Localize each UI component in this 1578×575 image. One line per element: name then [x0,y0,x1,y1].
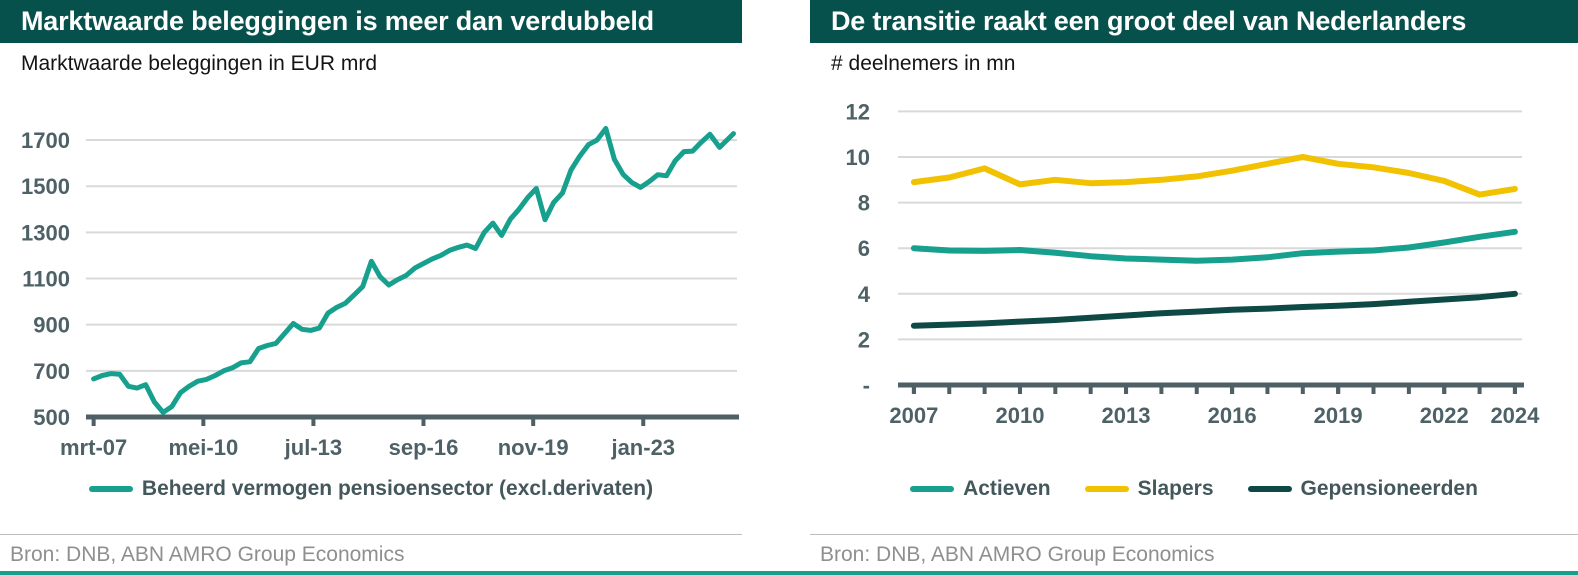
series-line [910,154,1518,198]
legend-swatch [88,486,133,492]
legend-swatch [1084,486,1129,492]
legend-label: Gepensioneerden [1300,477,1478,500]
x-tick-label: 2022 [1420,403,1469,428]
chart-unit-subtitle-right: # deelnemers in mn [831,52,1016,75]
y-tick-label: 2 [858,327,870,352]
footer-divider-right: Bron: DNB, ABN AMRO Group Economics [810,534,1578,575]
y-tick-label: 1300 [21,220,70,245]
chart-legend-right: Actieven Slapers Gepensioneerden [810,474,1578,504]
legend-item: Beheerd vermogen pensioensector (excl.de… [88,477,654,501]
chart-title-left: Marktwaarde beleggingen is meer dan verd… [0,0,742,43]
y-tick-label: 8 [858,191,870,216]
y-tick-label: 10 [846,145,870,170]
legend-item: Slapers [1084,477,1214,501]
line-chart-market-value: 500 700 900 1100 1300 1500 1700 mrt-07 mei-10 jul… [21,126,739,460]
legend-label: Actieven [963,477,1051,500]
x-tick-label: 2010 [995,403,1044,428]
x-tick-label: jan-23 [610,435,675,460]
y-tick-label: - [863,373,870,398]
footer-divider-left: Bron: DNB, ABN AMRO Group Economics [0,534,742,575]
line-chart-participants: - 2 4 6 8 10 12 2007 2010 2013 2016 2019 2022 2024 [846,99,1541,428]
x-tick-label: mrt-07 [60,435,127,460]
y-tick-label: 4 [858,282,871,307]
legend-swatch [1247,486,1292,492]
legend-label: Slapers [1137,477,1214,500]
series-line [910,228,1518,264]
x-tick-label: nov-19 [498,435,569,460]
y-tick-label: 1700 [21,128,70,153]
x-tick-label: jul-13 [284,435,342,460]
x-tick-label: 2024 [1490,403,1540,428]
series-line [91,126,736,415]
y-tick-label: 12 [846,99,870,124]
bottom-accent-bar [0,571,1578,575]
x-tick-label: mei-10 [168,435,238,460]
source-note-right: Bron: DNB, ABN AMRO Group Economics [820,543,1215,566]
x-tick-label: sep-16 [389,435,459,460]
chart-panel-left: Marktwaarde beleggingen is meer dan verd… [0,0,742,575]
x-tick-label: 2013 [1102,403,1151,428]
x-tick-label: 2016 [1208,403,1257,428]
chart-legend-left: Beheerd vermogen pensioensector (excl.de… [0,474,742,504]
legend-label: Beheerd vermogen pensioensector (excl.de… [141,477,654,500]
y-tick-label: 1100 [22,267,70,292]
chart-panel-right: De transitie raakt een groot deel van Ne… [810,0,1578,575]
y-tick-label: 900 [33,313,70,338]
chart-title-right: De transitie raakt een groot deel van Ne… [810,0,1578,43]
source-note-left: Bron: DNB, ABN AMRO Group Economics [10,543,405,566]
y-tick-label: 1500 [21,174,70,199]
y-tick-label: 500 [33,405,70,430]
y-tick-label: 6 [858,236,870,261]
x-tick-label: 2007 [889,403,938,428]
series-line [910,290,1518,329]
legend-swatch [910,486,955,492]
x-tick-label: 2019 [1314,403,1363,428]
legend-item: Actieven [910,477,1051,501]
y-tick-label: 700 [33,359,70,384]
chart-unit-subtitle-left: Marktwaarde beleggingen in EUR mrd [21,52,378,75]
legend-item: Gepensioneerden [1247,477,1478,501]
